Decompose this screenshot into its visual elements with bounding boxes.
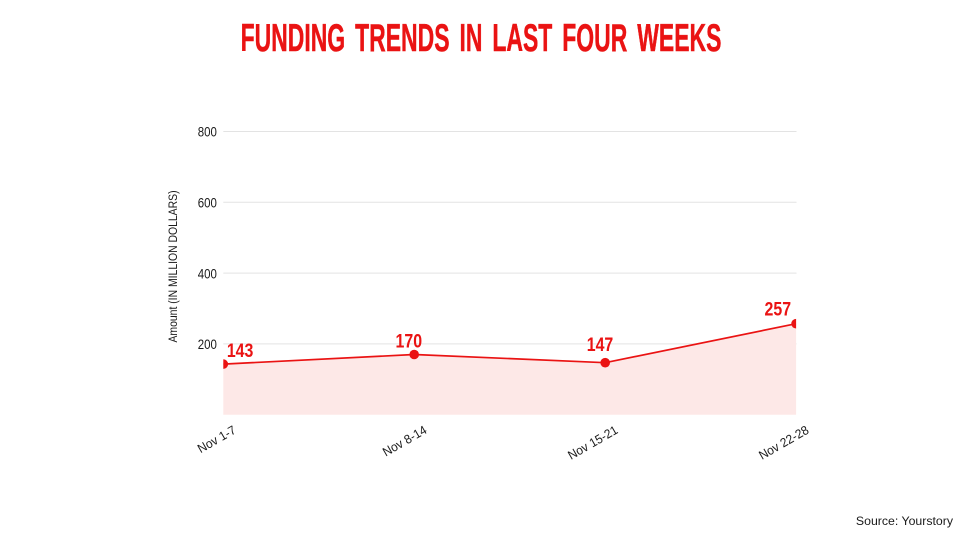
svg-text:Source: Yourstory: Source: Yourstory [856,514,954,528]
svg-text:147: 147 [587,334,614,356]
svg-text:400: 400 [198,265,217,281]
svg-text:143: 143 [227,340,254,362]
svg-text:Amount (IN MILLION DOLLARS): Amount (IN MILLION DOLLARS) [167,190,180,342]
svg-text:600: 600 [198,194,217,210]
svg-text:257: 257 [765,298,792,320]
svg-text:170: 170 [396,330,423,352]
svg-text:800: 800 [198,124,217,140]
svg-text:FUNDING TRENDS IN LAST FOUR WE: FUNDING TRENDS IN LAST FOUR WEEKS [241,16,722,60]
svg-text:200: 200 [198,336,217,352]
